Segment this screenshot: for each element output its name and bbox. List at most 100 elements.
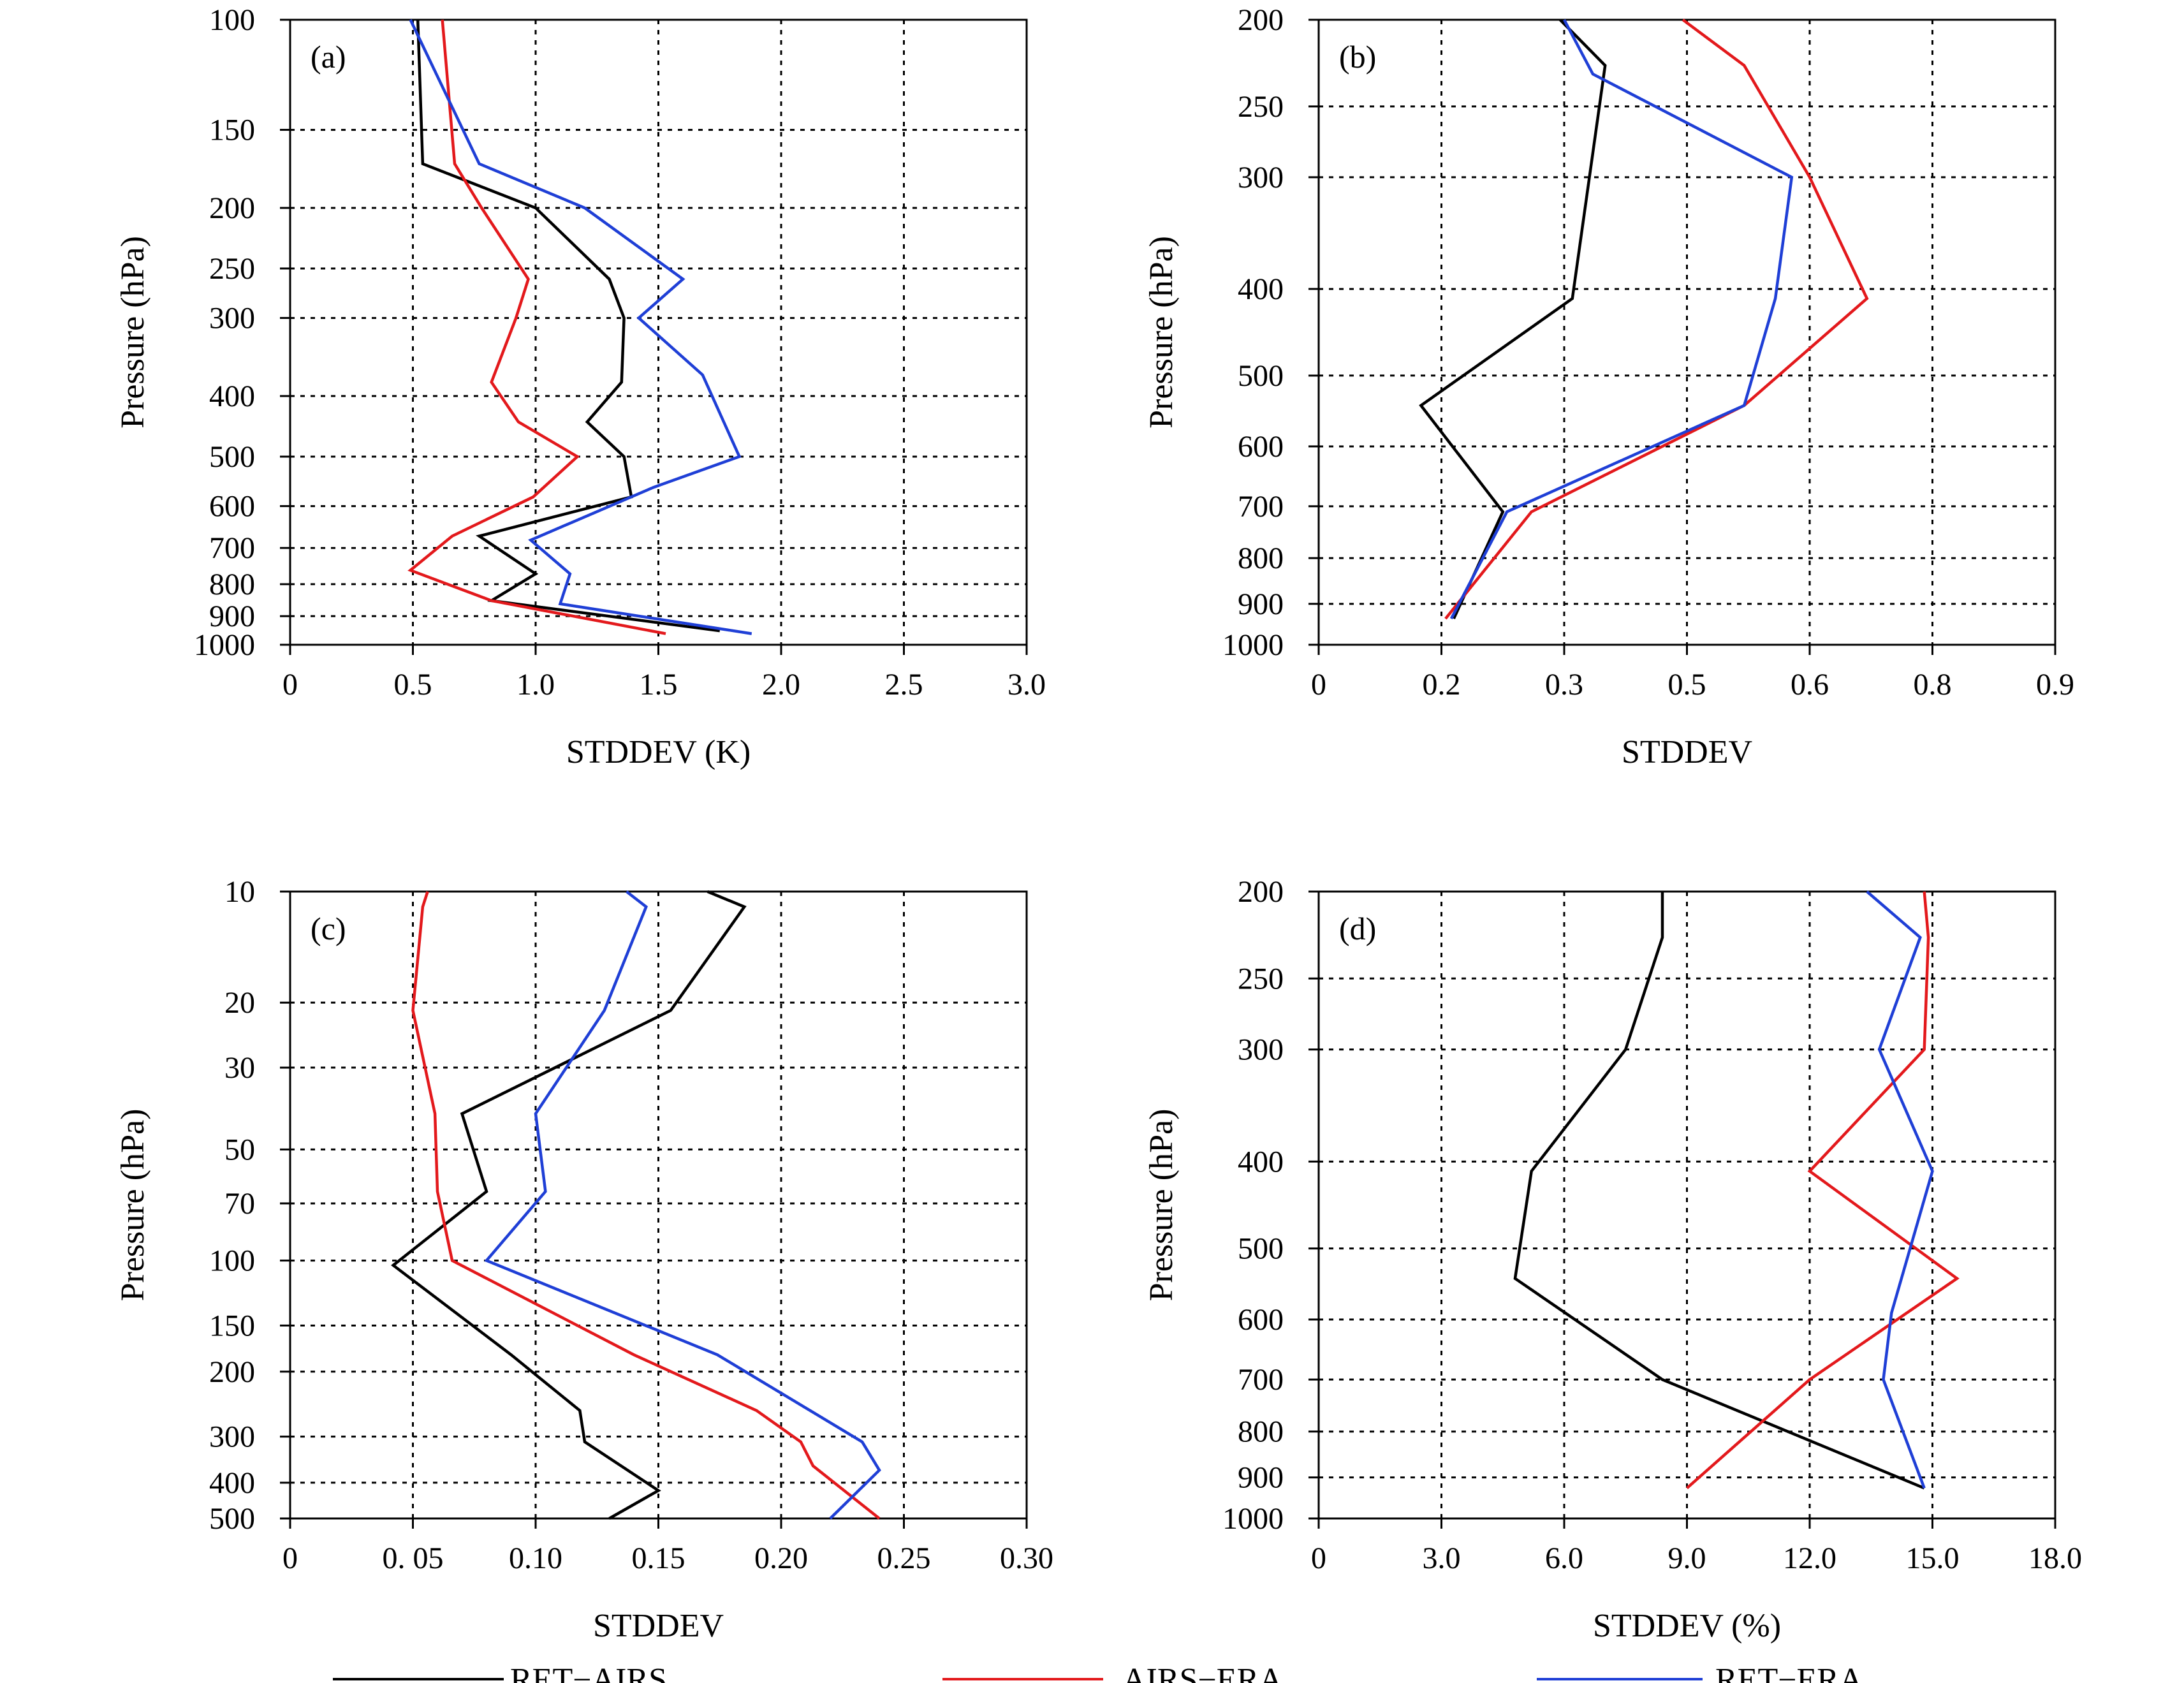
y-axis-title: Pressure (hPa) — [115, 236, 151, 429]
x-tick-label: 1.5 — [640, 668, 678, 702]
y-tick-label: 100 — [209, 1244, 255, 1278]
chart-panel-a: 0 0.5 1.0 1.5 2.0 2.5 3.0 100 150 200 250 300 400 500… — [115, 3, 1046, 770]
x-tick-label: 0 — [282, 1541, 298, 1575]
x-tick-label: 0.10 — [509, 1541, 562, 1575]
y-tick-label: 200 — [209, 191, 255, 225]
x-tick-label: 0. 05 — [383, 1541, 444, 1575]
y-tick-label: 200 — [1238, 3, 1284, 37]
panel-label: (b) — [1339, 39, 1376, 75]
series-line-airs-era — [411, 891, 881, 1520]
y-tick-label: 700 — [1238, 1363, 1284, 1397]
y-axis-title: Pressure (hPa) — [115, 1109, 151, 1302]
x-tick-label: 3.0 — [1423, 1541, 1461, 1575]
panel-label: (d) — [1339, 911, 1376, 946]
series-line-ret-airs — [391, 890, 747, 1520]
x-tick-label: 0 — [1311, 1541, 1326, 1575]
x-tick-label: 9.0 — [1668, 1541, 1706, 1575]
y-tick-label: 900 — [209, 599, 255, 633]
series-line-airs-era — [1444, 18, 1869, 620]
legend-label-ret-era: RET−ERA — [1715, 1662, 1863, 1683]
y-tick-label: 250 — [1238, 90, 1284, 124]
y-tick-label: 500 — [1238, 359, 1284, 393]
y-tick-label: 100 — [209, 3, 255, 37]
series-line-airs-era — [1686, 891, 1960, 1490]
y-tick-label: 600 — [1238, 430, 1284, 464]
y-tick-label: 50 — [224, 1133, 255, 1166]
panel-label: (a) — [311, 39, 346, 75]
y-tick-label: 800 — [209, 568, 255, 601]
chart-panels: 0 0.5 1.0 1.5 2.0 2.5 3.0100150200250300400500… — [115, 3, 2082, 1644]
series-line-ret-airs — [1513, 892, 1925, 1490]
x-tick-label: 0 — [282, 668, 298, 702]
y-tick-label: 300 — [1238, 1033, 1284, 1067]
x-tick-label: 0.5 — [1668, 668, 1706, 702]
y-tick-label: 150 — [209, 1309, 255, 1342]
y-tick-label: 200 — [209, 1355, 255, 1389]
y-tick-label: 150 — [209, 114, 255, 147]
y-tick-label: 700 — [1238, 490, 1284, 524]
x-tick-label: 0.30 — [1000, 1541, 1053, 1575]
y-axis-title: Pressure (hPa) — [1143, 236, 1180, 429]
chart-panel-d: 0 3.0 6.0 9.0 12.0 15.0 18.0 200 250 300 400 500 600… — [1143, 875, 2082, 1644]
x-tick-label: 0.15 — [632, 1541, 685, 1575]
y-tick-label: 400 — [1238, 1145, 1284, 1179]
series-line-ret-era — [1449, 18, 1794, 620]
y-tick-label: 700 — [209, 531, 255, 565]
legend-label-airs-era: AIRS−ERA — [1122, 1662, 1283, 1683]
x-tick-label: 0.5 — [394, 668, 432, 702]
x-tick-label: 18.0 — [2028, 1541, 2082, 1575]
series-line-ret-era — [1866, 890, 1934, 1489]
chart-panel-b: 0 0.2 0.3 0.5 0.6 0.8 0.9 200 250 300 400 500 600 700… — [1143, 3, 2074, 770]
y-tick-label: 400 — [209, 379, 255, 413]
legend: RET−AIRS AIRS−ERA RET−ERA — [333, 1662, 1863, 1683]
y-tick-label: 800 — [1238, 1415, 1284, 1449]
x-axis-title: STDDEV (%) — [1593, 1608, 1781, 1644]
x-tick-label: 0.6 — [1791, 668, 1829, 702]
y-tick-label: 200 — [1238, 875, 1284, 909]
x-axis-title: STDDEV — [1622, 734, 1752, 770]
series-line-ret-airs — [416, 19, 721, 633]
y-tick-label: 1000 — [1222, 628, 1284, 662]
y-tick-label: 10 — [224, 875, 255, 909]
y-tick-label: 250 — [1238, 962, 1284, 996]
series-line-airs-era — [407, 19, 666, 635]
y-tick-label: 70 — [224, 1187, 255, 1221]
x-tick-label: 3.0 — [1008, 668, 1046, 702]
x-axis-title: STDDEV — [593, 1608, 724, 1644]
x-tick-label: 2.5 — [885, 668, 923, 702]
y-tick-label: 400 — [209, 1466, 255, 1500]
series-line-ret-era — [484, 890, 881, 1520]
y-axis-title: Pressure (hPa) — [1143, 1109, 1180, 1302]
legend-label-ret-airs: RET−AIRS — [510, 1662, 667, 1683]
x-tick-label: 6.0 — [1545, 1541, 1583, 1575]
x-tick-label: 1.0 — [517, 668, 555, 702]
y-tick-label: 1000 — [194, 628, 255, 662]
x-tick-label: 0.20 — [754, 1541, 808, 1575]
x-axis-title: STDDEV (K) — [566, 734, 751, 770]
y-tick-label: 20 — [224, 986, 255, 1020]
y-tick-label: 300 — [209, 302, 255, 335]
y-tick-label: 400 — [1238, 272, 1284, 306]
series-line-ret-era — [409, 19, 752, 635]
x-tick-label: 2.0 — [762, 668, 800, 702]
x-tick-label: 0.9 — [2036, 668, 2074, 702]
x-tick-label: 0.25 — [877, 1541, 931, 1575]
chart-panel-c: 0 0. 05 0.10 0.15 0.20 0.25 0.30 10 20 30 50 70 100 1… — [115, 875, 1053, 1644]
x-tick-label: 0 — [1311, 668, 1326, 702]
series-line-ret-airs — [1419, 18, 1607, 620]
y-tick-label: 300 — [1238, 161, 1284, 195]
x-tick-label: 0.2 — [1423, 668, 1461, 702]
y-tick-label: 900 — [1238, 587, 1284, 621]
y-tick-label: 800 — [1238, 541, 1284, 575]
y-tick-label: 30 — [224, 1051, 255, 1085]
y-tick-label: 500 — [209, 1502, 255, 1536]
x-tick-label: 15.0 — [1906, 1541, 1960, 1575]
y-tick-label: 500 — [1238, 1232, 1284, 1266]
y-tick-label: 600 — [1238, 1303, 1284, 1337]
x-tick-label: 0.8 — [1914, 668, 1952, 702]
y-tick-label: 500 — [209, 440, 255, 474]
y-tick-label: 250 — [209, 252, 255, 286]
x-tick-label: 12.0 — [1783, 1541, 1836, 1575]
x-tick-label: 0.3 — [1545, 668, 1583, 702]
